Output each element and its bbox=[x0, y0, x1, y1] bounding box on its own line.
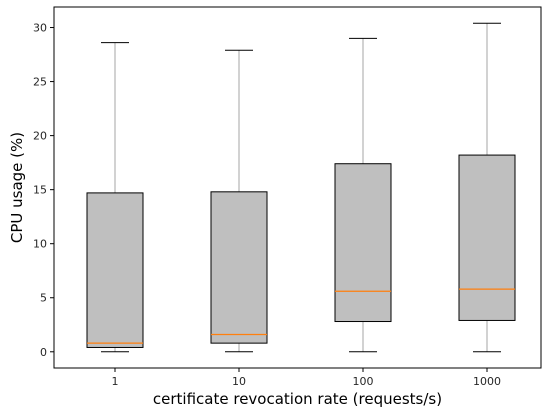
y-tick-label: 5 bbox=[40, 292, 47, 305]
y-axis-ticks: 0 5 10 15 20 25 30 bbox=[33, 22, 54, 359]
y-tick-label: 25 bbox=[33, 76, 47, 89]
y-tick-label: 15 bbox=[33, 184, 47, 197]
box bbox=[210, 191, 268, 344]
plot-area bbox=[86, 22, 516, 353]
x-axis-ticks: 1 10 100 1000 bbox=[112, 368, 501, 388]
box bbox=[86, 192, 144, 348]
box-group-100 bbox=[334, 37, 392, 353]
x-tick-label: 1 bbox=[112, 375, 119, 388]
x-tick-label: 10 bbox=[232, 375, 246, 388]
y-tick-label: 20 bbox=[33, 130, 47, 143]
y-tick-label: 0 bbox=[40, 346, 47, 359]
box bbox=[458, 154, 516, 321]
plot-frame bbox=[53, 6, 542, 369]
box-group-1000 bbox=[458, 22, 516, 353]
box-group-10 bbox=[210, 49, 268, 353]
y-tick-label: 10 bbox=[33, 238, 47, 251]
y-tick-label: 30 bbox=[33, 22, 47, 35]
x-tick-label: 100 bbox=[353, 375, 374, 388]
x-tick-label: 1000 bbox=[473, 375, 501, 388]
axes: 0 5 10 15 20 25 30 1 10 100 1000 bbox=[33, 6, 542, 388]
box-group-1 bbox=[86, 42, 144, 353]
y-axis-title: CPU usage (%) bbox=[8, 132, 26, 243]
box bbox=[334, 163, 392, 323]
x-axis-title: certificate revocation rate (requests/s) bbox=[153, 390, 442, 408]
